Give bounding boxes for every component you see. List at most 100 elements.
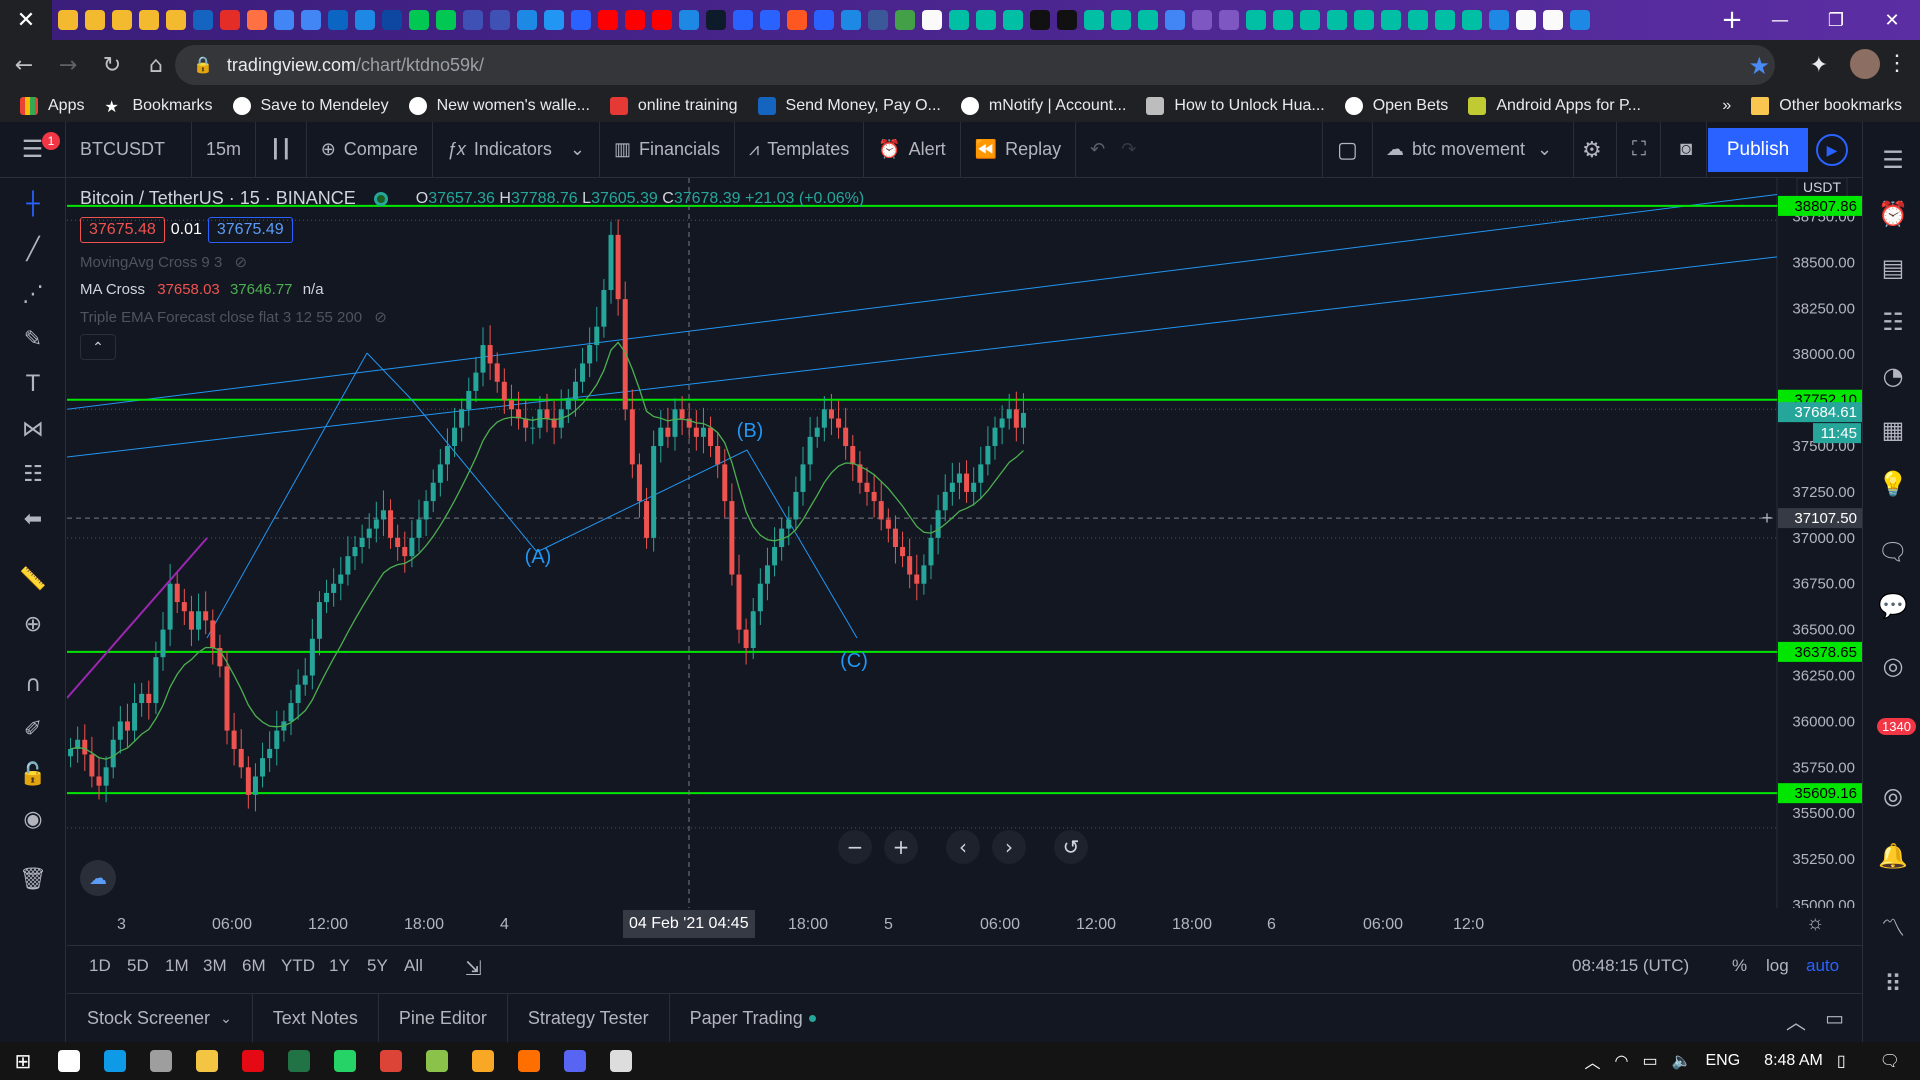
auto-toggle[interactable]: auto — [1806, 956, 1840, 975]
browser-tab-icon[interactable] — [625, 10, 645, 30]
candle[interactable] — [466, 390, 472, 410]
candle[interactable] — [608, 234, 614, 290]
candle[interactable] — [636, 464, 642, 502]
candle[interactable] — [501, 381, 507, 401]
candle[interactable] — [885, 519, 891, 529]
candle[interactable] — [167, 583, 173, 630]
candle[interactable] — [274, 730, 280, 749]
wave-leg[interactable] — [206, 352, 368, 639]
taskbar-app-icon[interactable] — [322, 1042, 368, 1080]
trend-icon[interactable]: 〽 — [1881, 914, 1905, 942]
broadcast-icon[interactable]: ⦾ — [1883, 784, 1903, 812]
axis-settings-icon[interactable]: ☼ — [1806, 912, 1825, 934]
watchlist-icon[interactable]: ☰ — [1882, 146, 1904, 174]
reset-icon[interactable]: ↺ — [1054, 830, 1088, 864]
candle[interactable] — [1020, 412, 1026, 428]
candle[interactable] — [252, 776, 258, 795]
browser-tab-icon[interactable] — [1354, 10, 1374, 30]
candle[interactable] — [949, 482, 955, 492]
candle[interactable] — [679, 409, 685, 419]
browser-tab-icon[interactable] — [1057, 10, 1077, 30]
browser-tab-icon[interactable] — [463, 10, 483, 30]
candle[interactable] — [96, 776, 102, 786]
windows-start-icon[interactable]: ⊞ — [14, 1050, 32, 1073]
candle[interactable] — [409, 537, 415, 557]
candle[interactable] — [260, 758, 266, 777]
utc-clock[interactable]: 08:48:15 (UTC) — [1572, 956, 1690, 975]
candle[interactable] — [1013, 409, 1019, 428]
candle[interactable] — [900, 547, 906, 557]
profile-avatar[interactable] — [1850, 49, 1880, 79]
alerts-clock-icon[interactable]: ⏰ — [1878, 200, 1908, 228]
candle[interactable] — [729, 501, 735, 575]
tab-paper-trading[interactable]: Paper Trading — [670, 994, 836, 1043]
indicator-ma-cross[interactable]: MA Cross 37658.03 37646.77 n/a — [80, 281, 324, 298]
hotlist-icon[interactable]: ◔ — [1882, 362, 1904, 390]
taskbar-app-icon[interactable] — [230, 1042, 276, 1080]
bookmark-huawei[interactable]: How to Unlock Hua... — [1146, 97, 1325, 115]
candle[interactable] — [459, 409, 465, 428]
candle[interactable] — [516, 409, 522, 419]
candle[interactable] — [708, 427, 714, 447]
candle[interactable] — [82, 739, 88, 755]
wave-abc[interactable] — [411, 399, 858, 639]
percent-toggle[interactable]: % — [1732, 956, 1748, 975]
candle[interactable] — [117, 721, 123, 740]
taskbar-app-icon[interactable] — [276, 1042, 322, 1080]
candle[interactable] — [494, 363, 500, 382]
browser-tab-icon[interactable] — [193, 10, 213, 30]
candle[interactable] — [345, 556, 351, 575]
tradingview-logo[interactable]: ☁ — [80, 860, 116, 896]
browser-tab-icon[interactable] — [139, 10, 159, 30]
candle[interactable] — [800, 464, 806, 492]
candle[interactable] — [388, 510, 394, 538]
bookmark-bets[interactable]: Open Bets — [1344, 97, 1448, 115]
candle[interactable] — [523, 418, 529, 428]
private-chat-icon[interactable]: 💬 — [1878, 592, 1908, 620]
candle[interactable] — [359, 537, 365, 547]
eye-off-icon[interactable]: ⊘ — [374, 309, 387, 326]
range-1m[interactable]: 1M — [165, 956, 189, 975]
browser-tab-icon[interactable] — [814, 10, 834, 30]
candle[interactable] — [373, 519, 379, 529]
fullscreen-button[interactable]: ⛶ — [1618, 121, 1661, 178]
candle[interactable] — [238, 748, 244, 768]
candle[interactable] — [672, 409, 678, 437]
scroll-right-icon[interactable]: › — [992, 830, 1026, 864]
candle[interactable] — [594, 326, 600, 346]
candle[interactable] — [601, 289, 607, 327]
candle[interactable] — [793, 491, 799, 520]
collapse-legend-icon[interactable]: ⌃ — [80, 334, 116, 360]
scroll-left-icon[interactable]: ‹ — [946, 830, 980, 864]
trendline-icon[interactable]: ╱ — [26, 237, 40, 262]
candle[interactable] — [985, 446, 991, 465]
browser-tab-icon[interactable] — [679, 10, 699, 30]
templates-button[interactable]: ⩘ Templates — [735, 121, 865, 178]
time-axis[interactable]: 306:0012:0018:00412:0018:00506:0012:0018… — [67, 908, 1777, 940]
candle[interactable] — [316, 602, 322, 639]
bookmark-training[interactable]: online training — [609, 97, 738, 115]
browser-tab-icon[interactable] — [652, 10, 672, 30]
browser-tab-icon[interactable] — [517, 10, 537, 30]
pattern-icon[interactable]: ⋈ — [22, 417, 44, 442]
browser-tab-icon[interactable] — [301, 10, 321, 30]
candle[interactable] — [971, 482, 977, 492]
zoom-out-icon[interactable]: − — [838, 830, 872, 864]
bell-icon[interactable]: 🔔 — [1878, 842, 1908, 870]
candle[interactable] — [580, 363, 586, 382]
bookmark-android[interactable]: Android Apps for P... — [1468, 97, 1641, 115]
pencil-lock-icon[interactable]: ✐ — [23, 717, 43, 742]
candle[interactable] — [352, 547, 358, 557]
browser-tab-icon[interactable] — [544, 10, 564, 30]
candle[interactable] — [978, 464, 984, 483]
browser-tab-icon[interactable] — [58, 10, 78, 30]
browser-tab-icon[interactable] — [976, 10, 996, 30]
candle[interactable] — [480, 345, 486, 373]
symbol-search[interactable]: BTCUSDT — [66, 121, 192, 178]
address-bar[interactable]: 🔒 tradingview.com/chart/ktdno59k/ — [175, 45, 1775, 85]
bookmark-paypal[interactable]: Send Money, Pay O... — [757, 97, 941, 115]
bookmark-star-icon[interactable]: ★ — [1748, 53, 1770, 80]
browser-tab-icon[interactable] — [841, 10, 861, 30]
browser-tab-icon[interactable] — [247, 10, 267, 30]
other-bookmarks[interactable]: » Other bookmarks — [1722, 97, 1902, 115]
